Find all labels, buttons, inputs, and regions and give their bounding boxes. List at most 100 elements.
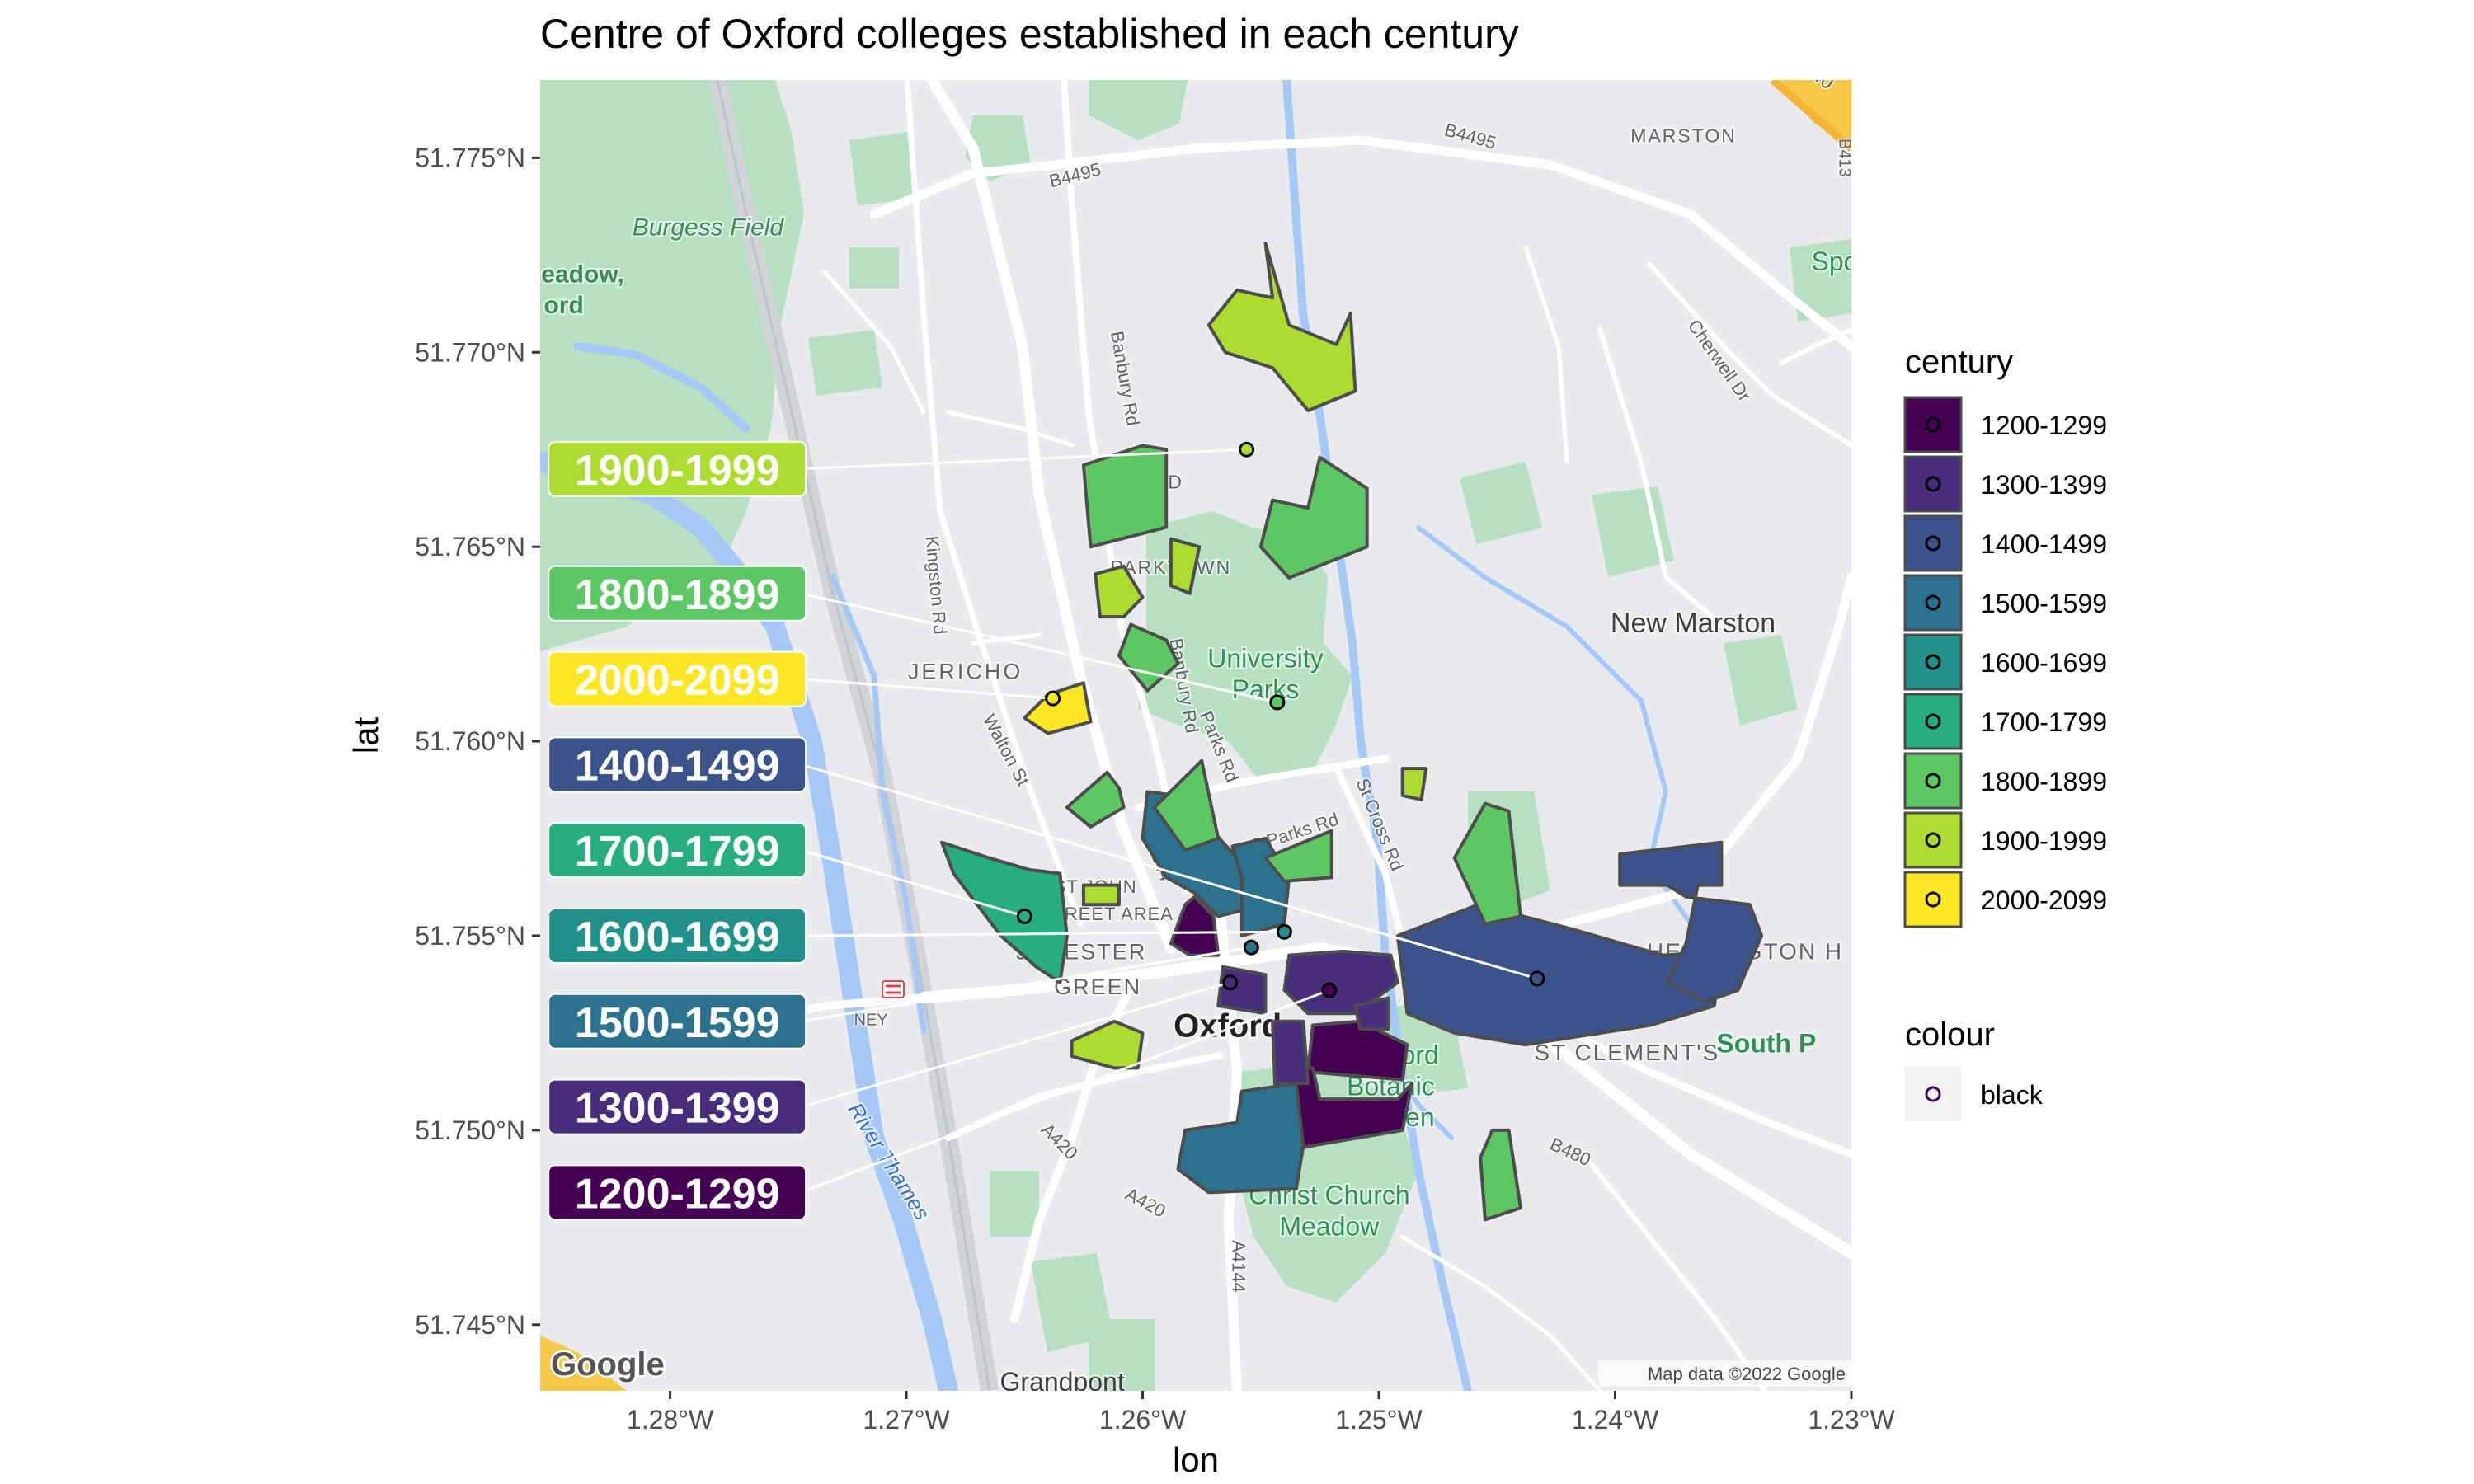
leader-line-1900-1999 [801, 448, 1247, 471]
x-tick-label: 1.27°W [863, 1405, 950, 1435]
college-polygon-1900-1999 [1070, 1019, 1145, 1070]
legend: century 1200-1299 1300-1399 1400-1499 1500-… [1903, 344, 2107, 1121]
legend-label-1400-1499: 1400-1499 [1981, 529, 2107, 559]
label-leader-lines [800, 448, 1538, 1194]
centroid-point-1200-1299 [1321, 982, 1338, 998]
college-polygon-1800-1899 [1479, 1128, 1522, 1222]
century-label-1700-1799: 1700-1799 [575, 828, 780, 876]
place-label: University [1207, 643, 1323, 673]
y-axis: 51.745°N 51.750°N 51.755°N 51.760°N 51.765°N… [415, 143, 540, 1340]
legend-label-1200-1299: 1200-1299 [1981, 411, 2107, 440]
century-label-box-2000-2099 [548, 650, 807, 707]
place-label: ord [543, 292, 583, 319]
leader-line-2000-2099 [801, 678, 1053, 700]
place-label: Grandpont [1000, 1367, 1125, 1397]
place-label: Meadow [1279, 1211, 1380, 1241]
college-polygon-1400-1499 [1395, 903, 1724, 1047]
legend-label-1800-1899: 1800-1899 [1981, 767, 2107, 796]
college-polygon-1300-1399 [1271, 1019, 1310, 1086]
college-polygon-1200-1299 [1306, 1019, 1409, 1082]
x-tick-label: 1.25°W [1335, 1405, 1423, 1435]
century-label-box-1400-1499 [548, 736, 807, 793]
leader-line-1700-1799 [800, 848, 1025, 918]
century-label-box-1200-1299 [548, 1164, 807, 1221]
legend-colour-entries: black [1905, 1067, 2044, 1121]
y-tick-label: 51.755°N [415, 921, 525, 951]
college-polygon-1800-1899 [1452, 801, 1522, 926]
centroid-point-1300-1399 [1222, 974, 1239, 991]
x-tick-label: 1.28°W [627, 1405, 714, 1435]
place-label: South P [1716, 1029, 1816, 1059]
legend-key-point [1925, 654, 1941, 670]
legend-colour-title: colour [1905, 1017, 1995, 1053]
leader-line-1600-1699 [801, 930, 1285, 937]
motorway-a40 [1781, 80, 1851, 140]
legend-label-1900-1999: 1900-1999 [1981, 826, 2107, 856]
attribution-box [1598, 1360, 1851, 1387]
place-label: Spo [1811, 247, 1858, 276]
century-label-1200-1299: 1200-1299 [575, 1170, 780, 1218]
rail-station-glyph [886, 984, 901, 994]
y-tick-label: 51.770°N [415, 337, 525, 367]
legend-key-point [1925, 594, 1941, 611]
place-label: eadow, [541, 261, 624, 288]
century-label-box-1500-1599 [548, 993, 807, 1050]
legend-key-point [1925, 416, 1941, 433]
y-tick-label: 51.750°N [415, 1115, 525, 1145]
y-axis-title: lat [346, 716, 385, 754]
college-polygon-1300-1399 [1216, 965, 1268, 1016]
century-label-1900-1999: 1900-1999 [575, 447, 780, 495]
college-polygon-1800-1899 [1081, 444, 1169, 549]
legend-label-2000-2099: 2000-2099 [1981, 885, 2107, 915]
legend-label-1600-1699: 1600-1699 [1981, 648, 2107, 678]
college-polygon-1800-1899 [1152, 758, 1221, 852]
y-tick-label: 51.745°N [415, 1310, 525, 1340]
college-polygon-1800-1899 [1258, 455, 1369, 580]
place-label: NEY [854, 1011, 888, 1029]
century-label-1600-1699: 1600-1699 [575, 913, 780, 961]
rail-station-icon [882, 980, 905, 998]
college-polygon-1500-1599 [1176, 1082, 1305, 1195]
legend-key-1600-1699 [1903, 633, 1963, 691]
legend-key-point [1925, 535, 1941, 552]
century-label-1300-1399: 1300-1399 [575, 1085, 780, 1133]
century-label-box-1700-1799 [548, 822, 807, 879]
leader-line-1400-1499 [800, 763, 1538, 980]
college-polygon-1800-1899 [1065, 770, 1126, 829]
legend-key-point [1925, 773, 1941, 789]
leader-line-1500-1599 [800, 946, 1252, 1023]
legend-label-1500-1599: 1500-1599 [1981, 589, 2107, 618]
place-label: Burgess Field [633, 214, 785, 242]
x-tick-label: 1.23°W [1808, 1405, 1895, 1435]
college-polygon-1900-1999 [1206, 242, 1357, 412]
place-label: B413 [1836, 139, 1854, 177]
place-label: MARSTON [1630, 124, 1737, 146]
century-labels: 1200-1299 1300-1399 1400-1499 1500-1599 1600… [548, 440, 807, 1221]
motorway-corner [540, 1336, 627, 1391]
centroid-point-1400-1499 [1529, 970, 1545, 987]
y-tick-label: 51.765°N [415, 532, 525, 561]
century-label-box-1300-1399 [548, 1078, 807, 1135]
leader-line-1200-1299 [800, 989, 1330, 1194]
centroid-point-1700-1799 [1016, 908, 1032, 924]
leader-line-1800-1899 [800, 592, 1278, 704]
college-polygon-1700-1799 [940, 840, 1069, 984]
century-label-box-1900-1999 [548, 440, 807, 497]
century-label-box-1600-1699 [548, 907, 807, 964]
x-tick-label: 1.26°W [1099, 1405, 1187, 1435]
legend-key-point [1925, 832, 1941, 848]
century-label-1400-1499: 1400-1499 [575, 742, 780, 790]
place-label: REET AREA [1065, 904, 1174, 924]
college-polygon-1900-1999 [1081, 883, 1121, 907]
college-polygon-1800-1899 [1263, 829, 1333, 883]
place-label: JERICHO [908, 660, 1023, 684]
legend-key-point [1925, 713, 1941, 730]
legend-colour-point [1925, 1086, 1941, 1102]
legend-key-point [1925, 891, 1941, 908]
century-label-box-1800-1899 [548, 565, 807, 622]
legend-label-1700-1799: 1700-1799 [1981, 707, 2107, 737]
place-label: A4144 [1228, 1240, 1249, 1293]
leader-line-1300-1399 [800, 981, 1230, 1109]
